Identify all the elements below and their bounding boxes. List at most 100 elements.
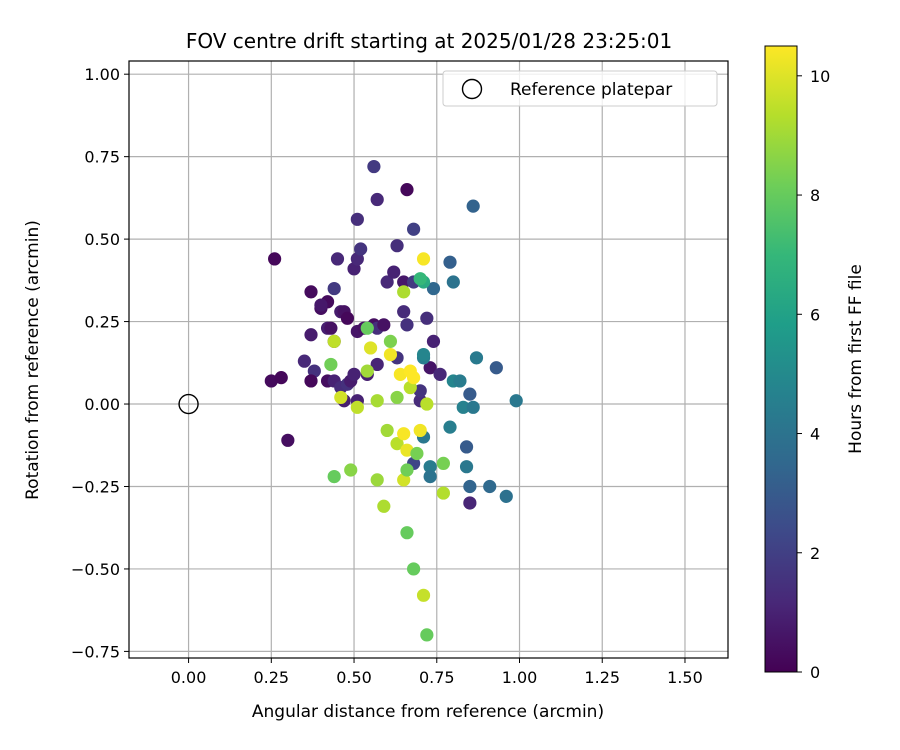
y-tick-label: 0.00 <box>84 395 120 414</box>
y-tick-label: 0.25 <box>84 313 120 332</box>
data-point <box>350 400 364 414</box>
data-point <box>423 460 437 474</box>
colorbar <box>764 45 798 673</box>
data-point <box>390 390 404 405</box>
data-point <box>446 275 460 289</box>
data-point <box>324 357 338 372</box>
data-point <box>377 318 391 332</box>
data-point <box>377 499 391 513</box>
data-point <box>327 334 341 348</box>
data-point <box>413 423 427 438</box>
data-point <box>423 361 437 375</box>
data-point <box>397 427 411 441</box>
data-point <box>397 275 411 289</box>
data-point <box>483 479 497 494</box>
data-point <box>410 446 424 461</box>
data-point <box>370 473 384 487</box>
data-point <box>400 463 414 477</box>
data-point <box>360 364 374 378</box>
y-axis-label: Rotation from reference (arcmin) <box>23 220 43 500</box>
colorbar-tick-label: 8 <box>810 186 820 205</box>
data-point <box>433 367 447 381</box>
grid-lines <box>129 61 728 658</box>
data-point <box>469 351 484 365</box>
data-point <box>407 371 421 385</box>
data-point <box>466 400 480 414</box>
data-point <box>416 588 431 602</box>
y-tick-label: 0.50 <box>84 230 120 249</box>
data-point <box>436 486 450 500</box>
data-point <box>390 239 404 253</box>
data-point <box>459 460 474 474</box>
plot-frame <box>128 60 729 659</box>
colorbar-tick-label: 10 <box>810 67 830 86</box>
colorbar-tick-label: 0 <box>810 663 820 682</box>
data-point <box>387 265 401 279</box>
data-point <box>436 456 450 470</box>
y-tick-label: −0.50 <box>71 560 120 579</box>
y-tick-label: 0.75 <box>84 148 120 167</box>
data-point <box>443 420 457 434</box>
data-point <box>397 285 411 299</box>
colorbar-label: Hours from first FF file <box>846 264 866 454</box>
data-point <box>390 437 404 451</box>
data-point <box>407 562 421 576</box>
colorbar-ticks: 0 2 4 6 8 10 <box>797 67 830 682</box>
data-point <box>420 311 434 325</box>
data-point <box>499 489 513 503</box>
data-point <box>324 321 338 335</box>
reference-marker <box>178 393 199 415</box>
data-point <box>334 390 348 405</box>
data-point <box>350 212 364 226</box>
x-tick-label: 0.75 <box>419 668 455 687</box>
data-point <box>423 469 437 484</box>
data-point <box>370 357 384 372</box>
data-point <box>281 433 295 447</box>
data-point <box>463 479 477 494</box>
data-point <box>416 347 431 362</box>
data-point <box>456 400 470 414</box>
data-point <box>393 367 407 381</box>
data-point <box>489 361 503 375</box>
data-point <box>304 374 318 388</box>
reference-point <box>178 393 199 415</box>
data-point <box>413 272 427 286</box>
data-point <box>400 526 414 540</box>
y-axis-ticks: −0.75 −0.50 −0.25 0.00 0.25 0.50 0.75 1.00 <box>71 65 129 661</box>
data-point <box>400 183 414 197</box>
x-tick-label: 1.00 <box>502 668 538 687</box>
data-point <box>304 328 318 342</box>
x-tick-label: 0.50 <box>336 668 372 687</box>
y-tick-label: −0.75 <box>71 642 120 661</box>
data-point <box>380 423 394 438</box>
data-point <box>397 305 411 319</box>
data-point <box>370 394 384 408</box>
legend-entry-reference: Reference platepar <box>510 80 672 100</box>
data-point <box>360 321 374 335</box>
x-tick-label: 1.25 <box>584 668 620 687</box>
data-point <box>509 394 523 408</box>
chart-title: FOV centre drift starting at 2025/01/28 … <box>186 29 672 53</box>
x-axis-label: Angular distance from reference (arcmin) <box>252 702 604 722</box>
data-point <box>420 628 434 642</box>
x-tick-label: 0.00 <box>171 668 207 687</box>
data-point <box>340 311 355 325</box>
data-point <box>400 443 414 457</box>
data-point <box>407 222 421 236</box>
data-point <box>466 199 480 213</box>
data-point <box>363 341 378 355</box>
data-point <box>314 298 328 312</box>
colorbar-tick-label: 6 <box>810 305 820 324</box>
data-point <box>420 397 434 411</box>
data-points <box>264 159 523 642</box>
legend-box <box>442 70 718 107</box>
data-point <box>426 334 441 348</box>
x-tick-label: 0.25 <box>253 668 289 687</box>
data-point <box>304 285 318 299</box>
data-point <box>268 252 282 266</box>
data-point <box>347 367 361 381</box>
data-point <box>264 374 278 388</box>
data-point <box>327 469 341 484</box>
data-point <box>297 354 311 368</box>
x-tick-label: 1.50 <box>667 668 703 687</box>
